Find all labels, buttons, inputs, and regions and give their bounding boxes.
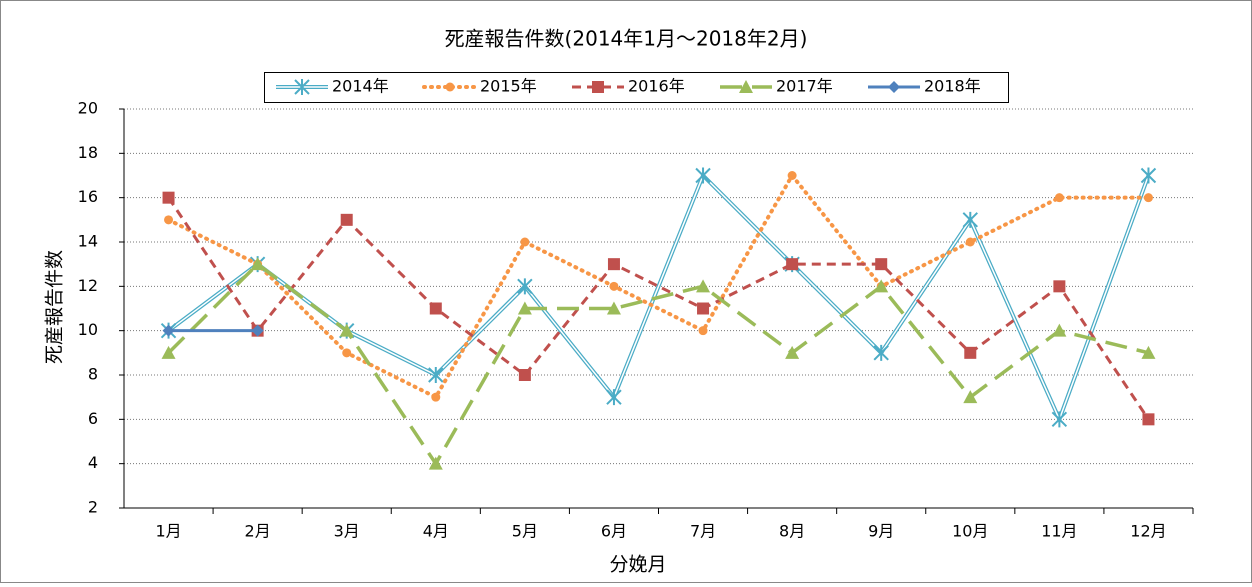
marker bbox=[963, 390, 978, 404]
marker bbox=[1054, 193, 1064, 203]
legend-label: 2018年 bbox=[924, 77, 981, 96]
x-tick-label: 2月 bbox=[245, 522, 271, 541]
marker bbox=[164, 215, 174, 225]
y-tick-label: 10 bbox=[78, 320, 98, 339]
marker bbox=[874, 279, 889, 293]
y-tick-label: 2 bbox=[88, 498, 98, 517]
y-tick-label: 18 bbox=[78, 143, 98, 162]
marker bbox=[1140, 167, 1157, 184]
marker bbox=[873, 344, 889, 361]
x-tick-label: 3月 bbox=[334, 522, 360, 541]
marker bbox=[786, 258, 799, 271]
x-axis-label: 分娩月 bbox=[609, 554, 666, 576]
marker bbox=[520, 237, 530, 247]
series-line-inner bbox=[168, 174, 1150, 422]
legend-label: 2017年 bbox=[776, 77, 833, 96]
x-tick-label: 8月 bbox=[779, 522, 805, 541]
marker bbox=[592, 81, 604, 93]
y-tick-label: 20 bbox=[78, 99, 98, 118]
series-line bbox=[167, 261, 1149, 467]
marker bbox=[1051, 411, 1068, 428]
x-tick-label: 4月 bbox=[423, 522, 449, 541]
y-tick-label: 8 bbox=[88, 365, 98, 384]
x-tick-label: 9月 bbox=[868, 522, 894, 541]
marker bbox=[518, 369, 531, 381]
marker bbox=[162, 191, 175, 204]
x-tick-label: 12月 bbox=[1130, 522, 1166, 541]
marker bbox=[888, 81, 900, 93]
x-tick-label: 11月 bbox=[1041, 522, 1077, 541]
marker bbox=[1053, 280, 1066, 293]
marker bbox=[696, 279, 711, 293]
marker bbox=[294, 79, 310, 95]
x-tick-label: 6月 bbox=[601, 522, 627, 541]
y-tick-label: 4 bbox=[88, 453, 98, 472]
marker bbox=[965, 237, 975, 247]
marker bbox=[339, 323, 354, 337]
x-tick-label: 1月 bbox=[155, 522, 181, 541]
chart-title: 死産報告件数(2014年1月～2018年2月) bbox=[445, 27, 808, 51]
y-tick-label: 14 bbox=[78, 232, 98, 251]
legend-label: 2016年 bbox=[628, 77, 685, 96]
y-axis-label: 死産報告件数 bbox=[44, 250, 66, 364]
marker bbox=[606, 389, 622, 406]
x-tick-label: 7月 bbox=[690, 522, 716, 541]
marker bbox=[428, 367, 444, 383]
marker bbox=[1142, 413, 1155, 426]
marker bbox=[431, 392, 441, 402]
marker bbox=[428, 456, 443, 470]
marker bbox=[739, 80, 753, 93]
marker bbox=[340, 213, 353, 226]
y-tick-label: 12 bbox=[78, 276, 98, 295]
marker bbox=[1143, 193, 1153, 203]
marker bbox=[517, 301, 532, 315]
marker bbox=[429, 302, 442, 315]
marker bbox=[162, 324, 175, 337]
legend-label: 2014年 bbox=[332, 77, 389, 96]
marker bbox=[785, 345, 800, 359]
x-tick-label: 10月 bbox=[952, 522, 988, 541]
marker bbox=[1052, 323, 1067, 337]
marker bbox=[606, 301, 621, 315]
marker bbox=[964, 346, 977, 359]
marker bbox=[250, 257, 265, 271]
marker bbox=[251, 324, 264, 337]
marker bbox=[445, 82, 455, 92]
series-line bbox=[166, 171, 1151, 400]
marker bbox=[698, 326, 708, 336]
marker bbox=[697, 302, 710, 315]
marker bbox=[787, 171, 797, 180]
y-tick-label: 6 bbox=[88, 409, 98, 428]
marker bbox=[517, 278, 533, 295]
x-tick-label: 5月 bbox=[512, 522, 538, 541]
marker bbox=[607, 258, 620, 271]
series-line bbox=[167, 196, 1150, 421]
marker bbox=[1141, 345, 1156, 359]
marker bbox=[161, 345, 176, 359]
legend-label: 2015年 bbox=[480, 77, 537, 96]
marker bbox=[695, 167, 711, 184]
y-tick-label: 16 bbox=[78, 187, 98, 206]
marker bbox=[875, 258, 888, 271]
marker bbox=[342, 348, 352, 358]
marker bbox=[609, 281, 619, 291]
marker bbox=[962, 211, 978, 228]
